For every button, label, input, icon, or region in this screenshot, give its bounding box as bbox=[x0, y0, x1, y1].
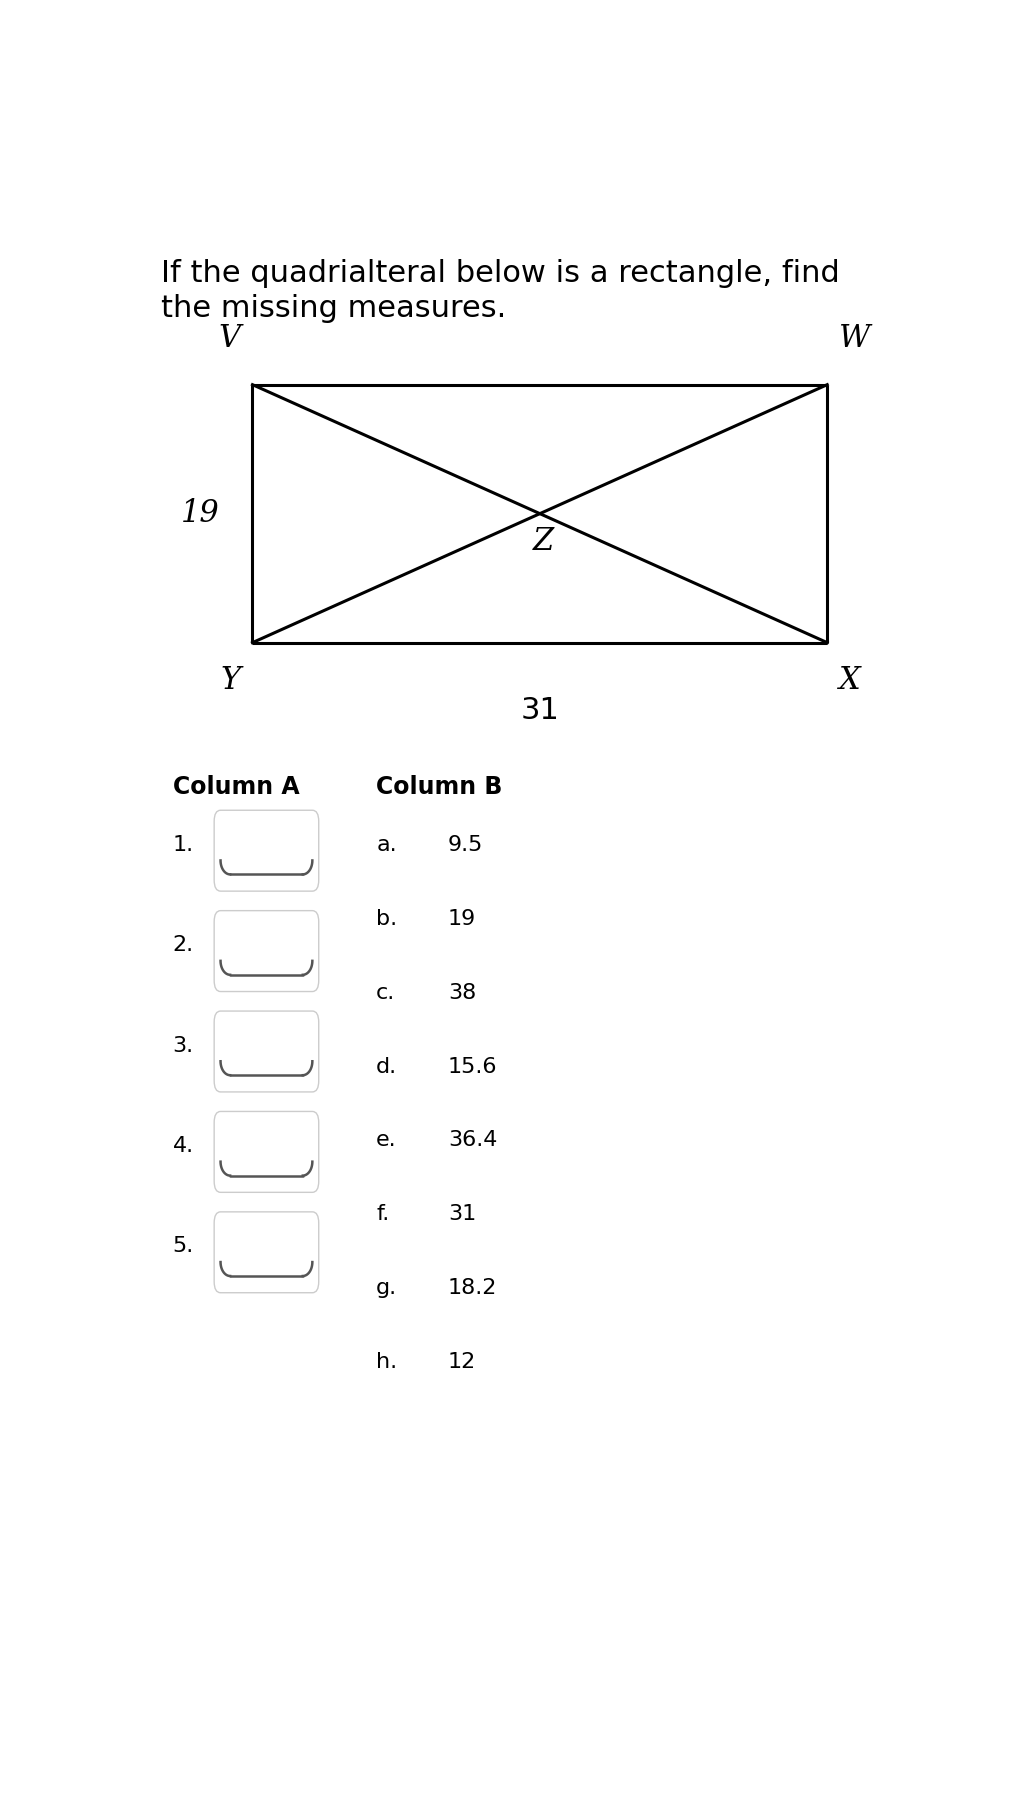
Text: X: X bbox=[839, 665, 861, 695]
Text: 4.: 4. bbox=[173, 1135, 194, 1155]
FancyBboxPatch shape bbox=[214, 810, 318, 891]
Text: Column B: Column B bbox=[376, 775, 503, 799]
Text: the missing measures.: the missing measures. bbox=[161, 293, 506, 322]
Text: c.: c. bbox=[376, 983, 396, 1003]
FancyBboxPatch shape bbox=[214, 1011, 318, 1092]
Text: e.: e. bbox=[376, 1130, 397, 1150]
FancyBboxPatch shape bbox=[214, 1112, 318, 1192]
Text: Column A: Column A bbox=[173, 775, 300, 799]
Text: g.: g. bbox=[376, 1279, 398, 1298]
Text: 19: 19 bbox=[448, 909, 476, 929]
Text: 12: 12 bbox=[448, 1353, 476, 1373]
Text: 36.4: 36.4 bbox=[448, 1130, 497, 1150]
Text: d.: d. bbox=[376, 1056, 398, 1076]
Text: 9.5: 9.5 bbox=[448, 835, 483, 855]
Text: 31: 31 bbox=[520, 695, 559, 724]
Text: 15.6: 15.6 bbox=[448, 1056, 497, 1076]
Text: a.: a. bbox=[376, 835, 397, 855]
Text: If the quadrialteral below is a rectangle, find: If the quadrialteral below is a rectangl… bbox=[161, 259, 839, 288]
Text: 31: 31 bbox=[448, 1204, 476, 1224]
Text: 3.: 3. bbox=[173, 1036, 194, 1056]
Text: W: W bbox=[839, 322, 870, 353]
Text: 1.: 1. bbox=[173, 835, 194, 855]
Text: V: V bbox=[218, 322, 240, 353]
FancyBboxPatch shape bbox=[214, 911, 318, 992]
FancyBboxPatch shape bbox=[214, 1212, 318, 1293]
Text: 5.: 5. bbox=[173, 1237, 194, 1257]
Text: 18.2: 18.2 bbox=[448, 1279, 497, 1298]
Text: 2.: 2. bbox=[173, 934, 194, 954]
Text: Z: Z bbox=[534, 525, 554, 558]
Text: 19: 19 bbox=[181, 498, 220, 529]
Text: b.: b. bbox=[376, 909, 398, 929]
Text: h.: h. bbox=[376, 1353, 398, 1373]
Text: 38: 38 bbox=[448, 983, 476, 1003]
Text: Y: Y bbox=[220, 665, 240, 695]
Text: f.: f. bbox=[376, 1204, 389, 1224]
